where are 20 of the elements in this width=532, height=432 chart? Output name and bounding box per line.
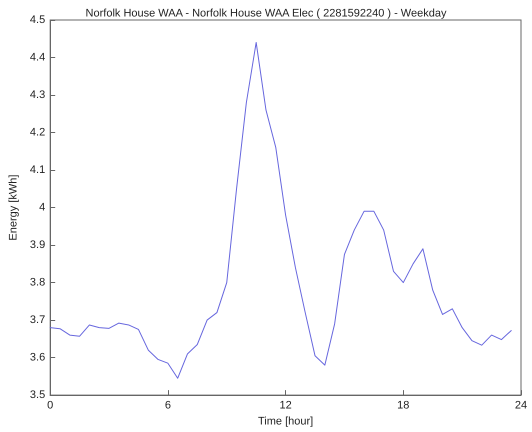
y-tick-label: 4.3 — [30, 89, 46, 102]
y-tick-label: 4.5 — [30, 14, 46, 26]
y-tick-label: 3.9 — [30, 239, 46, 252]
y-tick-label: 4.2 — [30, 126, 46, 139]
y-tick-label: 4 — [39, 202, 46, 214]
y-tick-label: 4.1 — [30, 164, 46, 176]
chart-title: Norfolk House WAA - Norfolk House WAA Elec ( 2281592240 ) - Weekday — [86, 8, 447, 20]
y-axis-title: Energy [kWh] — [8, 174, 20, 241]
x-tick-label: 6 — [164, 400, 171, 412]
x-axis-title: Time [hour] — [258, 416, 314, 428]
x-tick-label: 0 — [47, 400, 54, 412]
x-tick-label: 18 — [397, 400, 410, 412]
y-tick-label: 3.7 — [30, 314, 46, 326]
y-tick-label: 3.6 — [30, 352, 46, 364]
x-tick-label: 24 — [514, 400, 528, 412]
x-tick-label: 12 — [279, 400, 292, 412]
y-tick-label: 3.5 — [30, 389, 46, 402]
y-tick-label: 3.8 — [30, 276, 46, 289]
y-tick-label: 4.4 — [30, 52, 46, 64]
line-series — [50, 42, 512, 379]
